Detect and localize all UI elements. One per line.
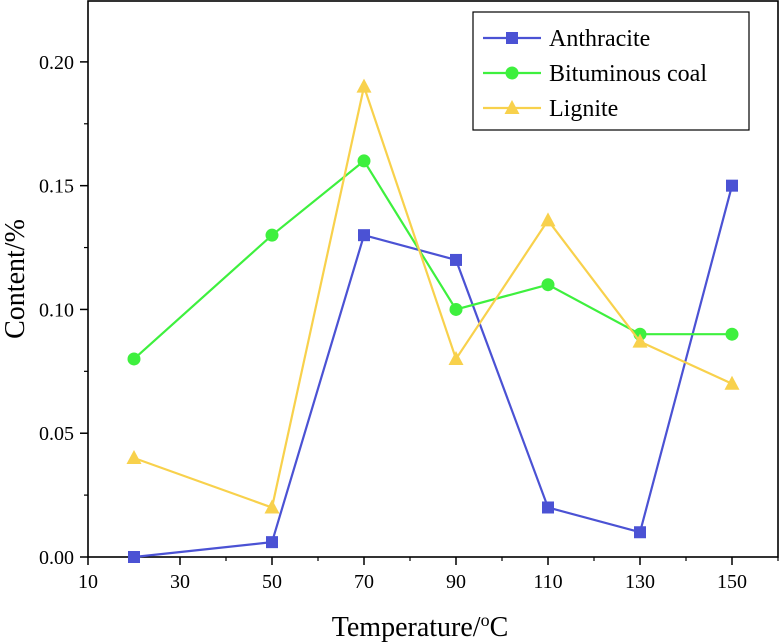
plot-frame bbox=[87, 0, 779, 558]
data-point-lignite bbox=[356, 78, 372, 93]
x-axis-title: Temperature/oC bbox=[332, 610, 509, 642]
legend-box bbox=[472, 11, 750, 131]
series-layer bbox=[126, 78, 740, 563]
plot-border bbox=[87, 0, 779, 558]
y-axis: 0.00 0.05 0.10 0.15 0.20 bbox=[39, 52, 88, 569]
x-tick-label: 130 bbox=[625, 571, 655, 593]
y-tick-label: 0.10 bbox=[39, 299, 74, 321]
x-tick-label: 50 bbox=[262, 571, 282, 593]
data-point-lignite bbox=[264, 499, 280, 514]
data-point-bituminous-coal bbox=[127, 352, 141, 366]
series-bituminous-coal bbox=[127, 154, 739, 366]
y-tick-label: 0.05 bbox=[39, 423, 74, 445]
y-tick-label: 0.00 bbox=[39, 547, 74, 569]
data-point-anthracite bbox=[542, 501, 554, 514]
y-tick-label: 0.15 bbox=[39, 176, 74, 198]
series-anthracite bbox=[128, 179, 738, 563]
data-point-lignite bbox=[724, 375, 740, 390]
data-point-anthracite bbox=[266, 536, 278, 549]
legend-marker-anthracite bbox=[506, 32, 518, 44]
data-point-bituminous-coal bbox=[357, 154, 371, 168]
x-tick-label: 10 bbox=[78, 571, 98, 593]
legend-marker-lignite bbox=[504, 100, 520, 114]
x-axis: 10 30 50 70 90 110 130 150 bbox=[78, 557, 779, 593]
data-point-bituminous-coal bbox=[265, 228, 279, 242]
data-point-lignite bbox=[632, 333, 648, 348]
data-point-anthracite bbox=[358, 229, 370, 242]
data-point-anthracite bbox=[726, 179, 738, 192]
legend-label-bituminous-coal: Bituminous coal bbox=[549, 61, 707, 87]
data-point-lignite bbox=[448, 350, 464, 365]
legend-label-anthracite: Anthracite bbox=[549, 26, 650, 52]
x-tick-label: 70 bbox=[354, 571, 374, 593]
data-point-bituminous-coal bbox=[449, 302, 463, 316]
x-tick-label: 30 bbox=[170, 571, 190, 593]
data-point-bituminous-coal bbox=[725, 327, 739, 341]
y-tick-label: 0.20 bbox=[39, 52, 74, 74]
series-lignite bbox=[126, 78, 740, 514]
legend-marker-bituminous-coal bbox=[505, 66, 519, 80]
data-point-lignite bbox=[126, 449, 142, 464]
series-line-lignite bbox=[133, 82, 733, 509]
data-point-bituminous-coal bbox=[541, 278, 555, 292]
series-line-anthracite bbox=[133, 185, 734, 559]
data-point-anthracite bbox=[128, 551, 140, 563]
legend-label-lignite: Lignite bbox=[549, 96, 618, 122]
y-axis-title: Content/% bbox=[0, 219, 31, 339]
data-point-anthracite bbox=[450, 253, 462, 266]
x-tick-label: 110 bbox=[533, 571, 562, 593]
data-point-lignite bbox=[540, 212, 556, 227]
legend: Anthracite Bituminous coal Lignite bbox=[472, 11, 750, 131]
x-tick-label: 150 bbox=[717, 571, 747, 593]
x-tick-label: 90 bbox=[446, 571, 466, 593]
data-point-anthracite bbox=[634, 526, 646, 539]
